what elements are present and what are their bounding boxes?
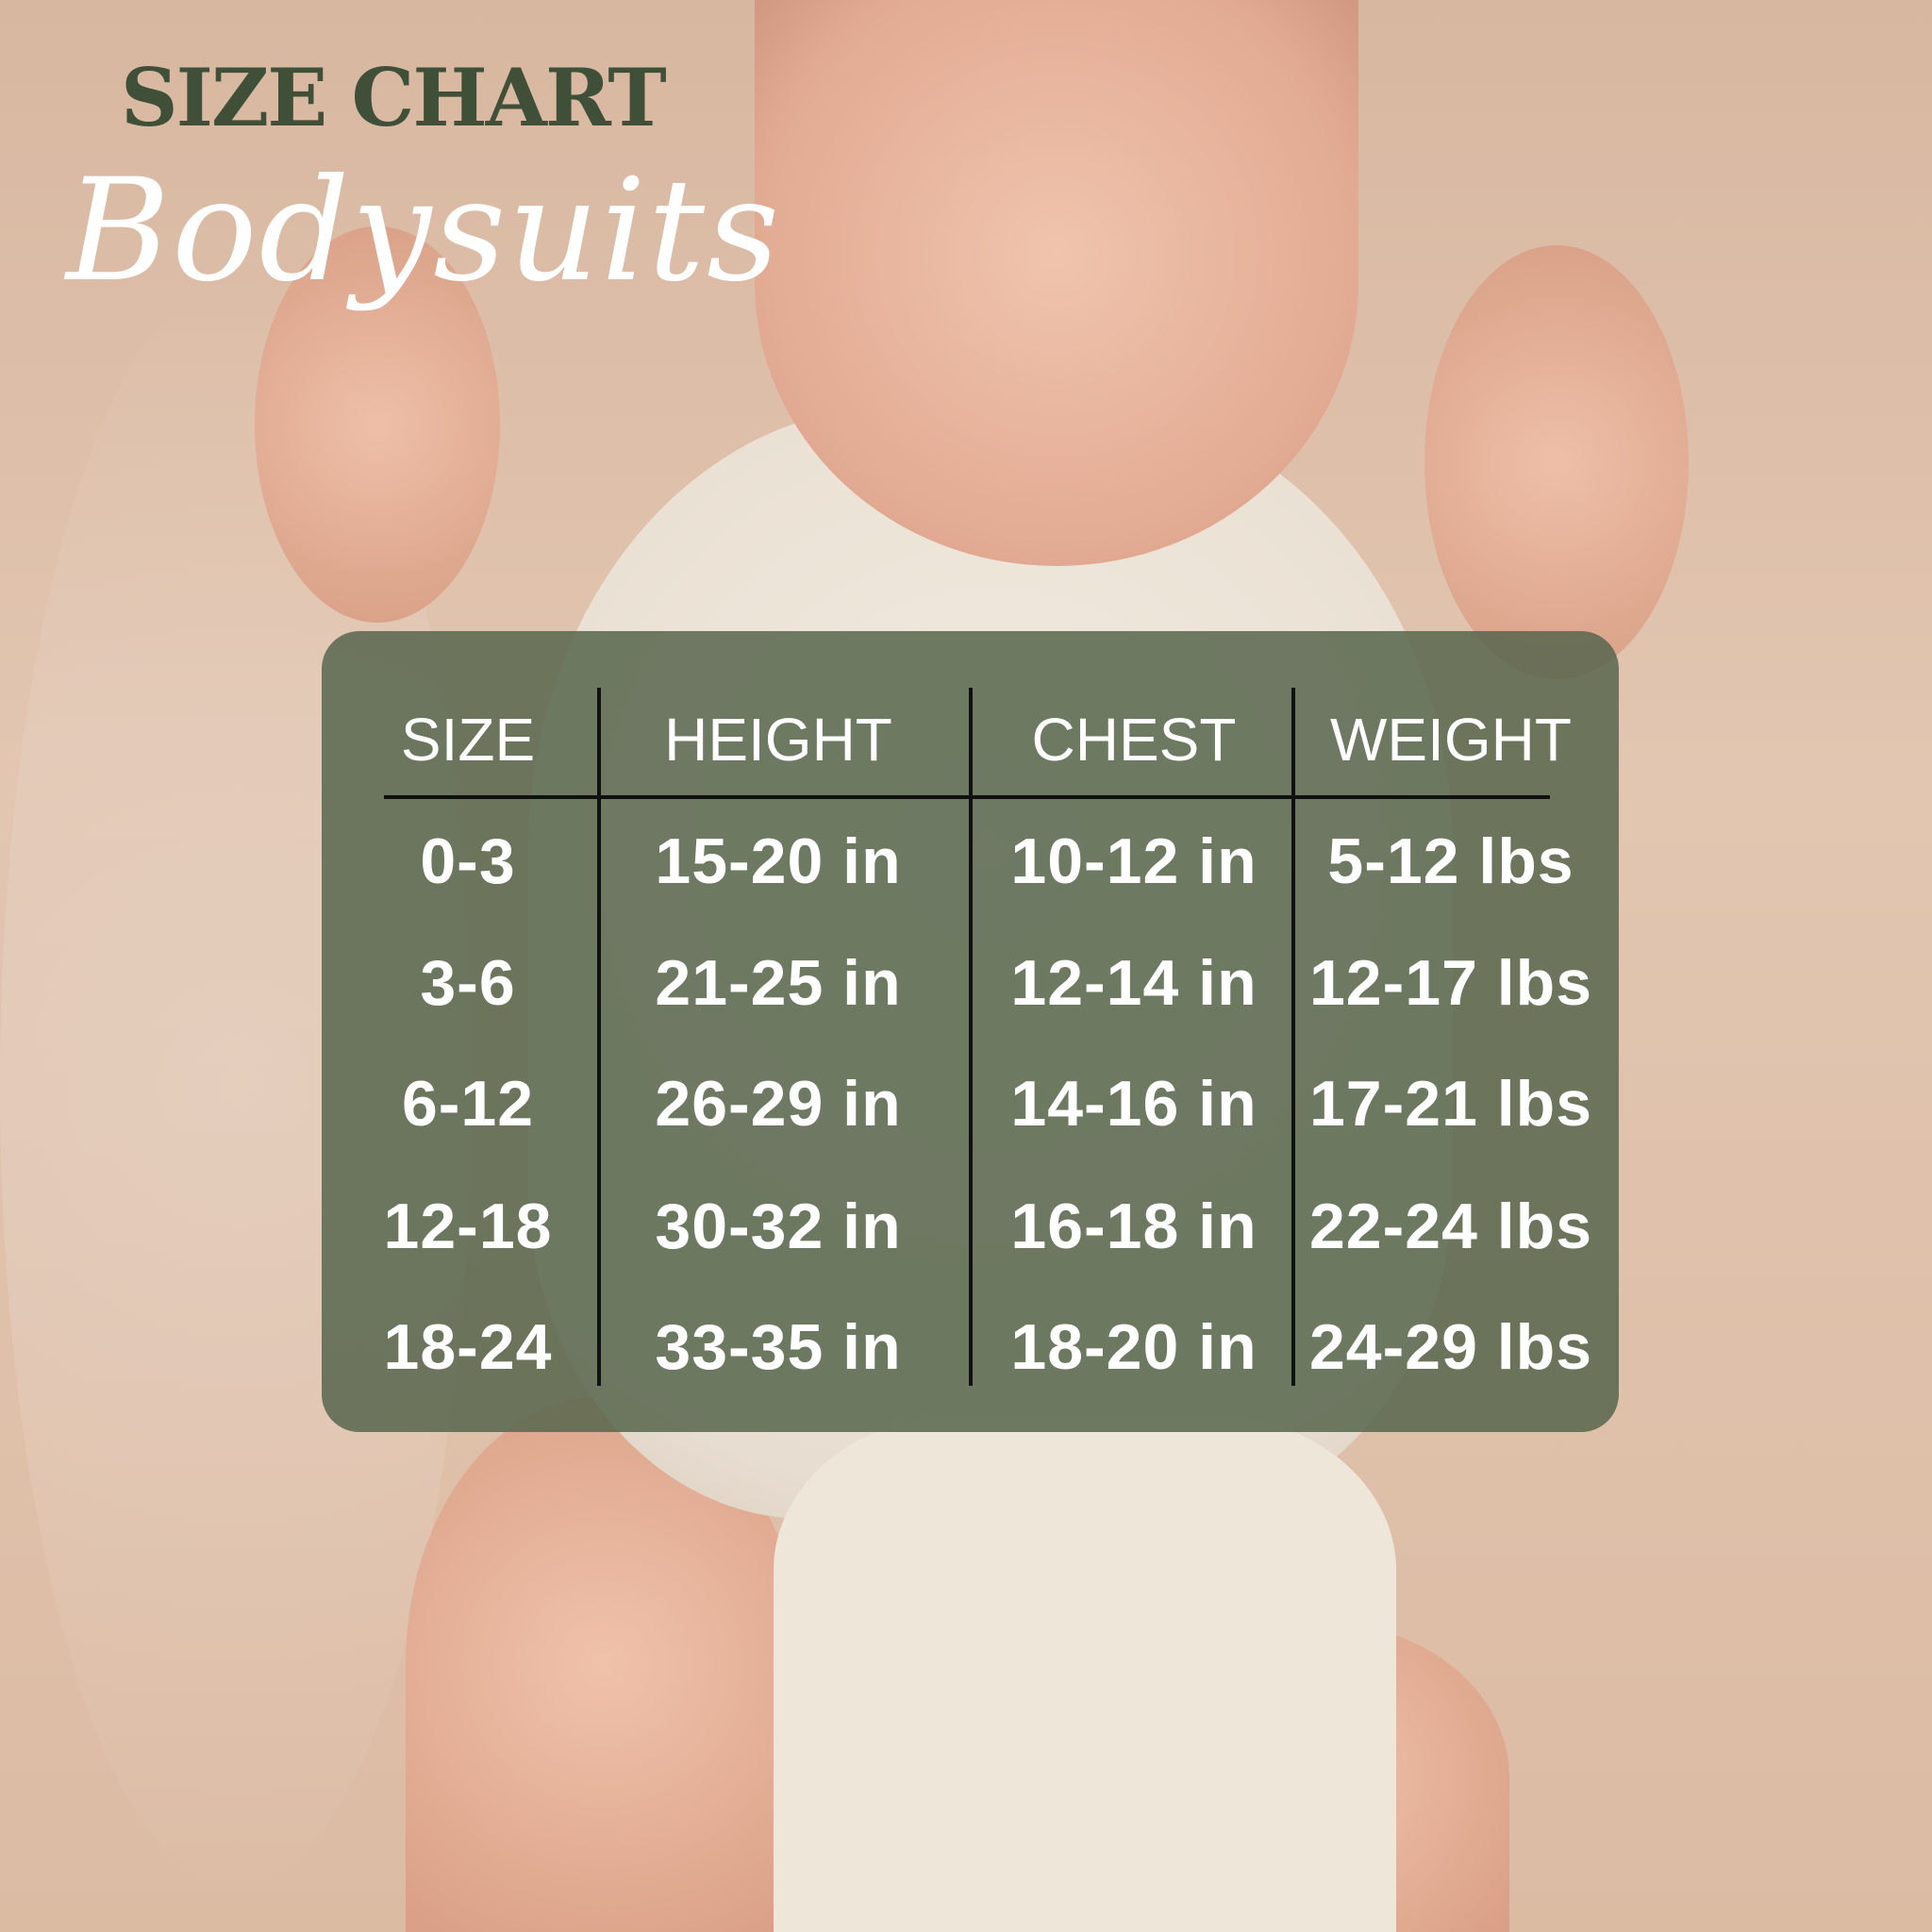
table-cell: 26-29 in [655,1068,902,1140]
baby-left-arm [255,226,500,623]
baby-head [755,0,1358,566]
table-cell: 12-17 lbs [1308,947,1593,1019]
table-cell: 22-24 lbs [1308,1191,1593,1262]
column-header: SIZE [400,706,536,774]
column-divider [597,688,601,1386]
bodysuit-bottom [774,1415,1396,1932]
header-divider [384,795,1550,799]
table-cell: 30-32 in [655,1191,902,1262]
column-divider [969,688,973,1386]
table-cell: 10-12 in [1010,825,1257,897]
table-cell: 6-12 [401,1068,535,1140]
column-header: WEIGHT [1330,706,1572,774]
baby-right-arm [1424,245,1689,679]
table-cell: 24-29 lbs [1308,1311,1593,1383]
table-cell: 18-20 in [1010,1311,1257,1383]
table-cell: 3-6 [420,947,516,1019]
table-cell: 12-14 in [1010,947,1257,1019]
column-header: CHEST [1031,706,1237,774]
table-cell: 16-18 in [1010,1191,1257,1262]
table-cell: 5-12 lbs [1327,825,1574,897]
table-cell: 12-18 [383,1191,553,1262]
table-cell: 15-20 in [655,825,902,897]
page-title: SIZE CHART [121,51,667,144]
table-cell: 33-35 in [655,1311,902,1383]
table-cell: 21-25 in [655,947,902,1019]
page-subtitle: Bodysuits [66,149,782,313]
table-cell: 18-24 [383,1311,553,1383]
table-cell: 0-3 [420,825,516,897]
table-cell: 14-16 in [1010,1068,1257,1140]
column-header: HEIGHT [664,706,892,774]
table-cell: 17-21 lbs [1308,1068,1593,1140]
column-divider [1291,688,1295,1386]
